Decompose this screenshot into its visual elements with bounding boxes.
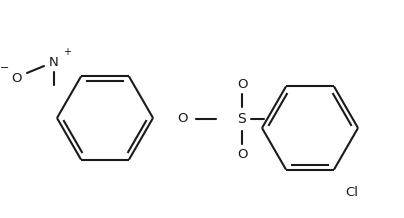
Text: O: O — [178, 112, 188, 126]
Text: Cl: Cl — [345, 186, 358, 199]
Text: O: O — [237, 148, 247, 160]
Text: N: N — [49, 56, 59, 68]
Text: +: + — [63, 47, 71, 57]
Text: O: O — [237, 78, 247, 90]
Text: −: − — [0, 63, 10, 73]
Text: S: S — [238, 112, 246, 126]
Text: O: O — [11, 72, 21, 85]
